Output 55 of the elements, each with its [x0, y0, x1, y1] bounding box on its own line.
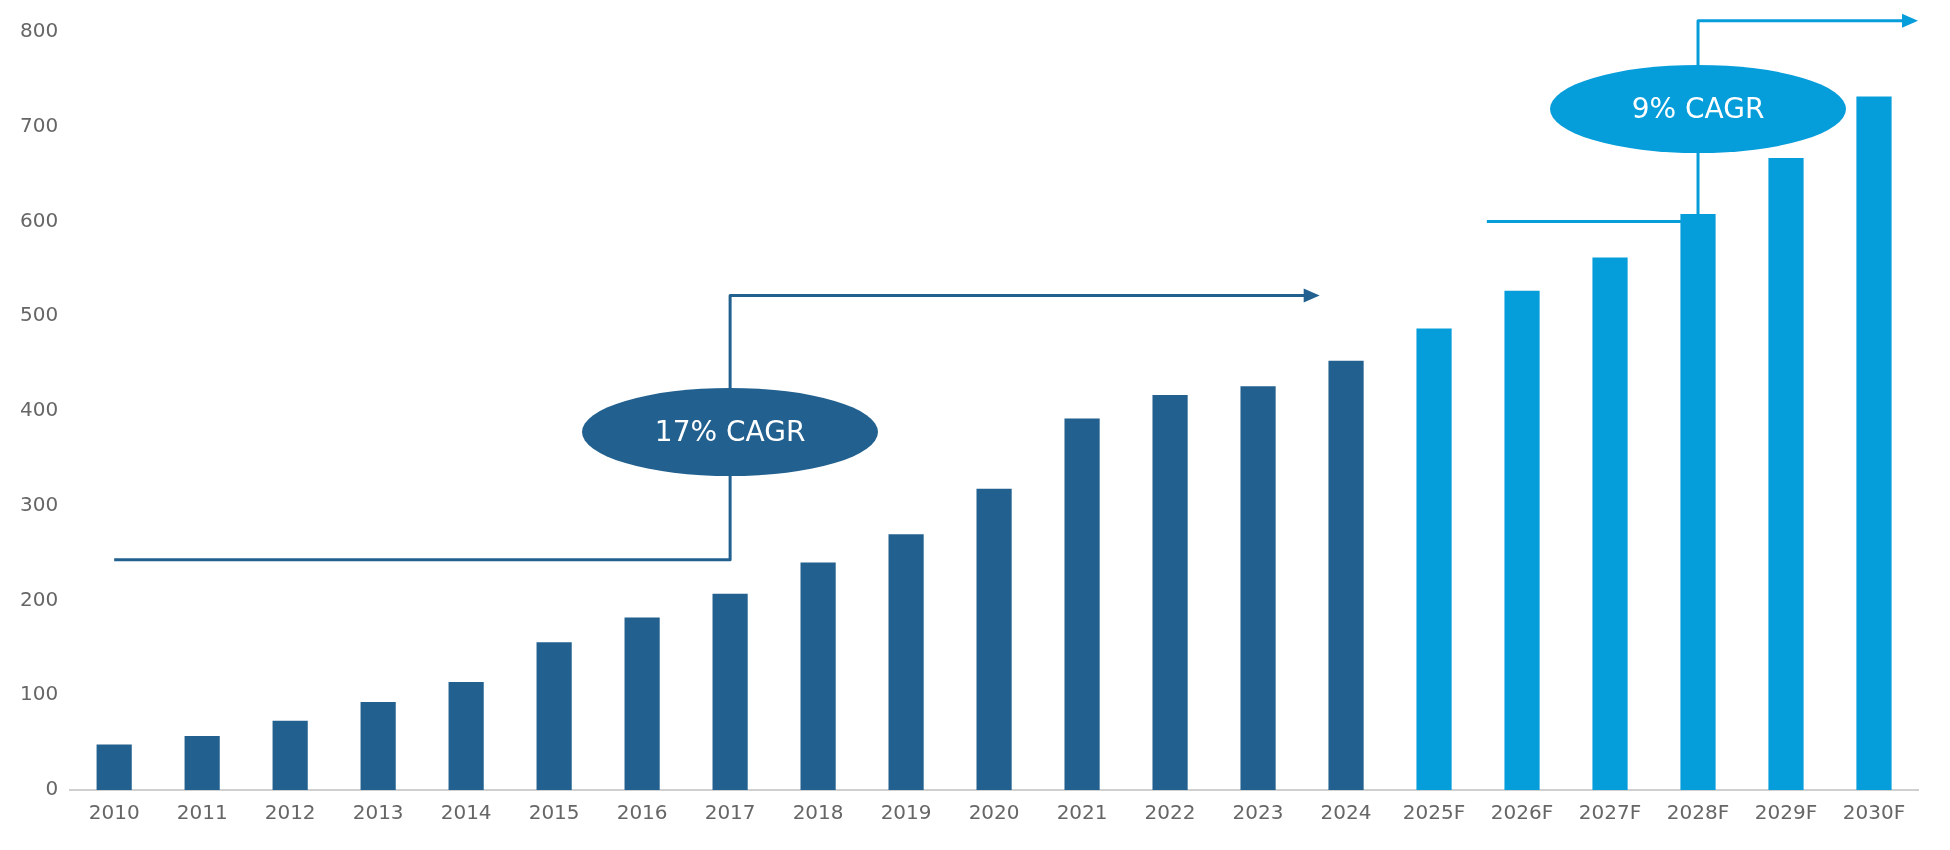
x-tick-label: 2023: [1232, 800, 1284, 825]
bar: [976, 488, 1012, 790]
y-tick-label: 500: [19, 302, 59, 327]
y-tick-label: 700: [19, 112, 59, 137]
y-tick-label: 800: [19, 18, 59, 43]
bar: [1328, 360, 1364, 790]
x-tick-label: 2019: [880, 800, 932, 825]
x-tick-label: 2011: [176, 800, 228, 825]
bar: [624, 617, 660, 790]
x-tick-label: 2024: [1320, 800, 1372, 825]
bar: [800, 562, 836, 790]
bar: [1856, 96, 1892, 790]
oval-badge: 17% CAGR: [582, 387, 879, 476]
x-tick-label: 2022: [1144, 800, 1196, 825]
y-tick-label: 600: [19, 207, 59, 232]
x-tick-label: 2029F: [1754, 800, 1818, 825]
x-tick-label: 2018: [792, 800, 844, 825]
x-tick-label: 2026F: [1490, 800, 1554, 825]
bar: [1416, 328, 1452, 790]
bar: [360, 701, 396, 790]
x-tick-label: 2028F: [1666, 800, 1730, 825]
bar: [184, 735, 220, 790]
bar: [96, 744, 132, 790]
y-tick-label: 0: [45, 776, 59, 801]
annotation: 9% CAGR: [1631, 92, 1765, 126]
bar: [1768, 158, 1804, 790]
x-tick-label: 2010: [88, 800, 140, 825]
bar: [1152, 394, 1188, 790]
bar: [272, 720, 308, 790]
bar: [536, 642, 572, 790]
annotation: 17% CAGR: [654, 415, 806, 449]
x-tick-label: 2025F: [1402, 800, 1466, 825]
bar: [1064, 418, 1100, 790]
x-tick-label: 2021: [1056, 800, 1108, 825]
x-tick-label: 2016: [616, 800, 668, 825]
x-tick-label: 2015: [528, 800, 580, 825]
y-tick-label: 400: [19, 397, 59, 422]
bar: [1592, 257, 1628, 790]
y-tick-label: 200: [19, 586, 59, 611]
bar: [1240, 386, 1276, 790]
x-tick-label: 2027F: [1578, 800, 1642, 825]
x-tick-label: 2030F: [1842, 800, 1906, 825]
x-tick-label: 2014: [440, 800, 492, 825]
bar: [1680, 213, 1716, 790]
y-tick-label: 300: [19, 491, 59, 516]
x-tick-label: 2013: [352, 800, 404, 825]
bar: [888, 534, 924, 790]
x-tick-label: 2012: [264, 800, 316, 825]
oval-badge: 9% CAGR: [1550, 64, 1846, 153]
x-tick-label: 2017: [704, 800, 756, 825]
bar: [448, 681, 484, 790]
bar: [712, 593, 748, 790]
bar: [1504, 290, 1540, 790]
y-tick-label: 100: [19, 681, 59, 706]
x-tick-label: 2020: [968, 800, 1020, 825]
